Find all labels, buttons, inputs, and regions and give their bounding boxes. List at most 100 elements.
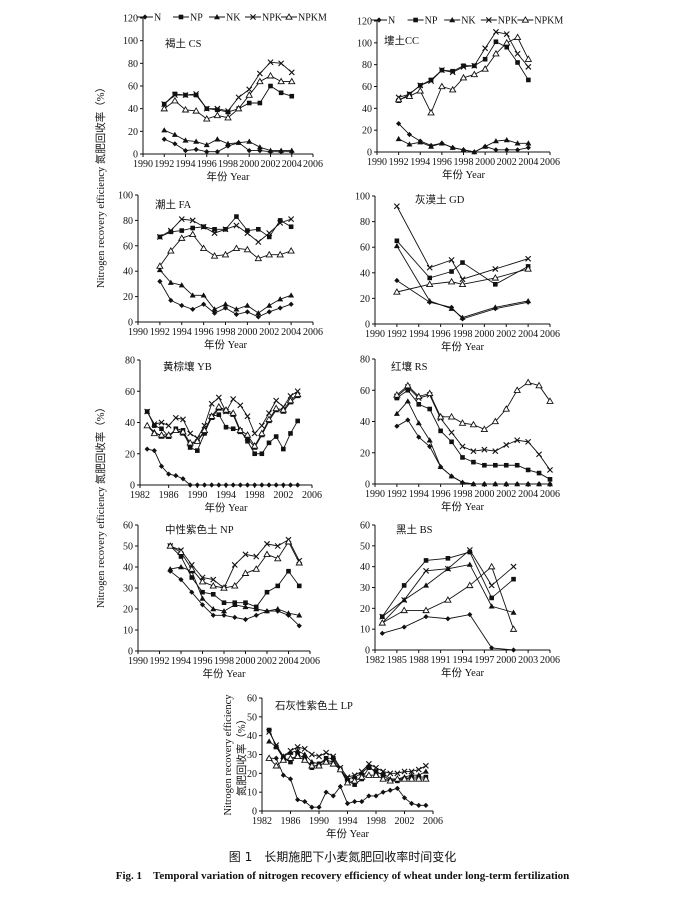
marker-diamond xyxy=(380,789,386,795)
marker-cross xyxy=(485,17,492,23)
marker-cross xyxy=(415,766,422,773)
marker-triangle xyxy=(422,768,429,774)
marker-open-triangle xyxy=(535,381,543,389)
marker-open-triangle xyxy=(172,426,180,433)
marker-diamond xyxy=(302,798,308,805)
marker-triangle xyxy=(514,140,521,146)
series-NPKM xyxy=(394,33,533,116)
series-line-NP xyxy=(159,215,292,238)
marker-triangle xyxy=(525,140,532,146)
marker-cross xyxy=(316,753,322,760)
marker-open-triangle xyxy=(315,761,323,769)
y-tick-label: 60 xyxy=(125,387,135,398)
marker-diamond xyxy=(168,297,174,304)
marker-triangle xyxy=(285,610,292,616)
marker-triangle xyxy=(255,310,262,316)
marker-square xyxy=(189,575,195,580)
marker-diamond xyxy=(244,482,251,488)
marker-diamond xyxy=(504,147,510,153)
marker-cross xyxy=(488,582,495,589)
x-tick-label: 2003 xyxy=(518,655,538,666)
marker-open-triangle xyxy=(241,569,250,576)
marker-cross xyxy=(231,561,238,568)
marker-open-triangle xyxy=(209,581,218,589)
x-tick-label: 2006 xyxy=(540,329,560,340)
marker-triangle xyxy=(301,751,308,757)
marker-triangle xyxy=(266,738,273,744)
x-tick-label: 1998 xyxy=(245,490,265,501)
marker-square xyxy=(289,93,295,99)
marker-open-triangle xyxy=(322,758,330,765)
marker-triangle xyxy=(459,479,466,485)
y-tick-label: 0 xyxy=(128,318,133,329)
marker-cross xyxy=(203,105,210,112)
marker-cross xyxy=(214,105,221,112)
marker-open-triangle xyxy=(502,405,511,412)
marker-open-triangle xyxy=(447,412,456,420)
marker-square xyxy=(168,229,174,235)
x-tick-label: 1994 xyxy=(171,656,191,667)
marker-cross xyxy=(161,101,168,108)
y-tick-label: 20 xyxy=(125,449,135,460)
x-tick-label: 2002 xyxy=(261,159,281,170)
series-N xyxy=(144,446,301,488)
x-tick-label: 1994 xyxy=(409,329,429,340)
marker-cross xyxy=(235,94,242,101)
x-tick-label: 2006 xyxy=(300,656,320,667)
marker-cross xyxy=(438,67,445,74)
marker-open-triangle xyxy=(287,246,295,254)
y-tick-label: 40 xyxy=(125,418,135,429)
series-NPK xyxy=(393,203,532,283)
marker-cross xyxy=(492,28,499,35)
marker-cross xyxy=(358,768,365,775)
marker-triangle xyxy=(415,772,422,778)
marker-diamond xyxy=(394,423,400,429)
marker-cross xyxy=(481,446,488,453)
x-tick-label: 1992 xyxy=(150,656,170,667)
series-line-NK xyxy=(146,395,298,449)
marker-square xyxy=(216,412,222,417)
marker-cross xyxy=(448,429,455,436)
marker-open-triangle xyxy=(287,77,296,85)
series-line-NP xyxy=(396,240,529,285)
marker-cross xyxy=(401,597,408,603)
marker-cross xyxy=(547,466,553,473)
marker-open-triangle xyxy=(400,606,408,614)
marker-open-triangle xyxy=(378,619,387,626)
x-tick-label: 1998 xyxy=(454,157,474,168)
marker-triangle xyxy=(448,473,455,479)
marker-square xyxy=(281,446,286,452)
legend-label-NPK: NPK xyxy=(498,16,519,27)
marker-diamond xyxy=(273,482,279,488)
x-tick-label: 1994 xyxy=(453,655,473,666)
marker-diamond xyxy=(246,148,252,154)
marker-square xyxy=(493,462,498,468)
marker-cross xyxy=(428,78,435,85)
x-tick-label: 1996 xyxy=(431,489,451,500)
x-tick-label: 1992 xyxy=(389,157,409,168)
marker-diamond xyxy=(352,798,358,805)
marker-cross xyxy=(230,396,237,403)
marker-open-triangle xyxy=(181,105,190,113)
marker-square xyxy=(252,451,257,457)
x-tick-label: 1996 xyxy=(432,157,452,168)
y-tick-label: 100 xyxy=(118,191,133,202)
marker-open-triangle xyxy=(157,431,166,438)
y-tick-label: 10 xyxy=(123,626,133,637)
marker-cross xyxy=(244,230,251,237)
marker-open-triangle xyxy=(167,246,175,254)
series-NPK xyxy=(156,216,295,245)
marker-open-triangle xyxy=(491,274,500,281)
marker-cross xyxy=(482,45,489,52)
marker-square xyxy=(503,462,509,468)
series-NK xyxy=(379,561,517,626)
x-tick-label: 2000 xyxy=(474,489,494,500)
marker-triangle xyxy=(210,606,217,612)
series-NP xyxy=(379,549,516,619)
marker-open-triangle xyxy=(286,754,295,761)
y-tick-label: 60 xyxy=(360,243,370,254)
marker-diamond xyxy=(204,149,210,155)
marker-open-triangle xyxy=(524,55,533,62)
marker-square xyxy=(445,556,451,561)
